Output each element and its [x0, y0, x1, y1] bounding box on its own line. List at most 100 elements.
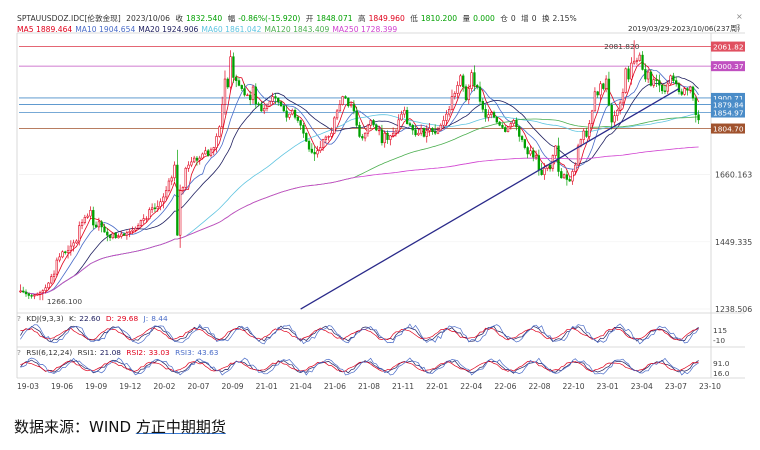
- candle: [658, 74, 661, 93]
- candle: [380, 124, 384, 146]
- x-tick-label: 21-01: [256, 382, 278, 391]
- candle: [257, 101, 260, 107]
- candle: [512, 118, 515, 126]
- price-tag-label: 2061.82: [713, 43, 744, 52]
- candle: [277, 97, 280, 106]
- candle: [450, 89, 454, 111]
- candle: [338, 100, 342, 112]
- candle: [125, 230, 129, 240]
- x-tick-label: 21-06: [324, 382, 346, 391]
- candle: [515, 117, 518, 131]
- candle: [80, 219, 84, 230]
- candle: [64, 250, 67, 255]
- date-range-label: 2019/03/29-2023/10/06(237周): [628, 24, 740, 33]
- indicator-tick-label: -10: [713, 336, 725, 345]
- candle: [92, 206, 95, 230]
- candle: [321, 138, 325, 152]
- candle: [33, 294, 36, 300]
- candle: [663, 84, 667, 95]
- candle: [122, 232, 126, 236]
- candle: [302, 122, 305, 138]
- x-tick-label: 20-07: [187, 382, 209, 391]
- candle: [108, 234, 112, 242]
- ma-legend-item-ma10: MA10 1904.654: [75, 25, 136, 34]
- open-value: 1848.071: [316, 14, 353, 23]
- x-tick-label: 19-09: [85, 382, 107, 391]
- candle: [599, 80, 602, 101]
- kdj-legend: ? KDJ(9,3,3) K: 22.60 D: 29.68 J: 8.44: [17, 314, 171, 323]
- kdj-panel-lines: [20, 323, 699, 345]
- x-tick-label: 20-09: [222, 382, 244, 391]
- candle: [425, 125, 428, 143]
- candle: [344, 95, 347, 99]
- close-icon[interactable]: ×: [736, 12, 743, 21]
- candle: [582, 128, 585, 144]
- candle: [78, 221, 81, 246]
- candle: [492, 110, 496, 119]
- kdj-title: KDJ(9,3,3): [26, 314, 64, 323]
- candle: [173, 161, 176, 182]
- candle: [456, 81, 459, 99]
- candle: [607, 71, 611, 107]
- candle: [649, 69, 653, 87]
- candle: [235, 74, 238, 88]
- candle: [221, 96, 224, 129]
- candle: [246, 93, 249, 97]
- candle: [83, 214, 87, 225]
- candle: [106, 228, 109, 242]
- candle: [504, 125, 507, 133]
- candle: [397, 114, 400, 134]
- candle: [610, 102, 613, 130]
- candle: [602, 82, 605, 91]
- candle: [195, 156, 199, 166]
- candle: [19, 284, 22, 294]
- kdj-help-icon[interactable]: ?: [17, 314, 21, 323]
- candlesticks: [19, 40, 700, 301]
- candle: [22, 286, 25, 294]
- candle: [268, 100, 271, 108]
- candle: [596, 90, 599, 98]
- candle: [55, 257, 59, 277]
- candle: [537, 149, 541, 176]
- candle: [630, 57, 633, 85]
- candle: [523, 138, 527, 150]
- candle: [47, 281, 50, 290]
- candle: [212, 146, 215, 156]
- candle: [498, 121, 501, 127]
- candle: [120, 230, 123, 239]
- x-tick-label: 19-03: [17, 382, 39, 391]
- candle: [103, 223, 106, 233]
- candle: [153, 203, 157, 212]
- candle: [97, 217, 101, 231]
- candle: [641, 51, 644, 71]
- candle: [335, 108, 339, 120]
- candle: [400, 110, 403, 121]
- candle: [128, 228, 131, 238]
- change-value: -0.86%(-15.920): [238, 14, 301, 23]
- x-tick-label: 23-07: [665, 382, 687, 391]
- candle: [666, 80, 669, 95]
- candle: [327, 135, 330, 141]
- ma-legend-item-ma20: MA20 1924.906: [138, 25, 199, 34]
- candle: [697, 110, 700, 125]
- candle: [411, 123, 414, 135]
- candle: [142, 214, 145, 224]
- candle: [652, 77, 655, 88]
- candle: [439, 123, 442, 131]
- candle: [139, 219, 143, 227]
- candle: [198, 155, 201, 165]
- candle: [86, 213, 89, 219]
- help-icon[interactable]: ?: [736, 23, 741, 32]
- rsi-help-icon[interactable]: ?: [17, 348, 21, 357]
- candle: [391, 127, 395, 138]
- candle: [206, 149, 210, 157]
- candle: [148, 207, 151, 220]
- open-label: 开: [305, 14, 314, 23]
- indicator-tick-label: 91.0: [713, 359, 730, 368]
- candle: [150, 203, 154, 214]
- candle: [240, 84, 243, 92]
- candle: [215, 133, 218, 153]
- candle: [265, 103, 269, 112]
- x-tick-label: 21-08: [358, 382, 380, 391]
